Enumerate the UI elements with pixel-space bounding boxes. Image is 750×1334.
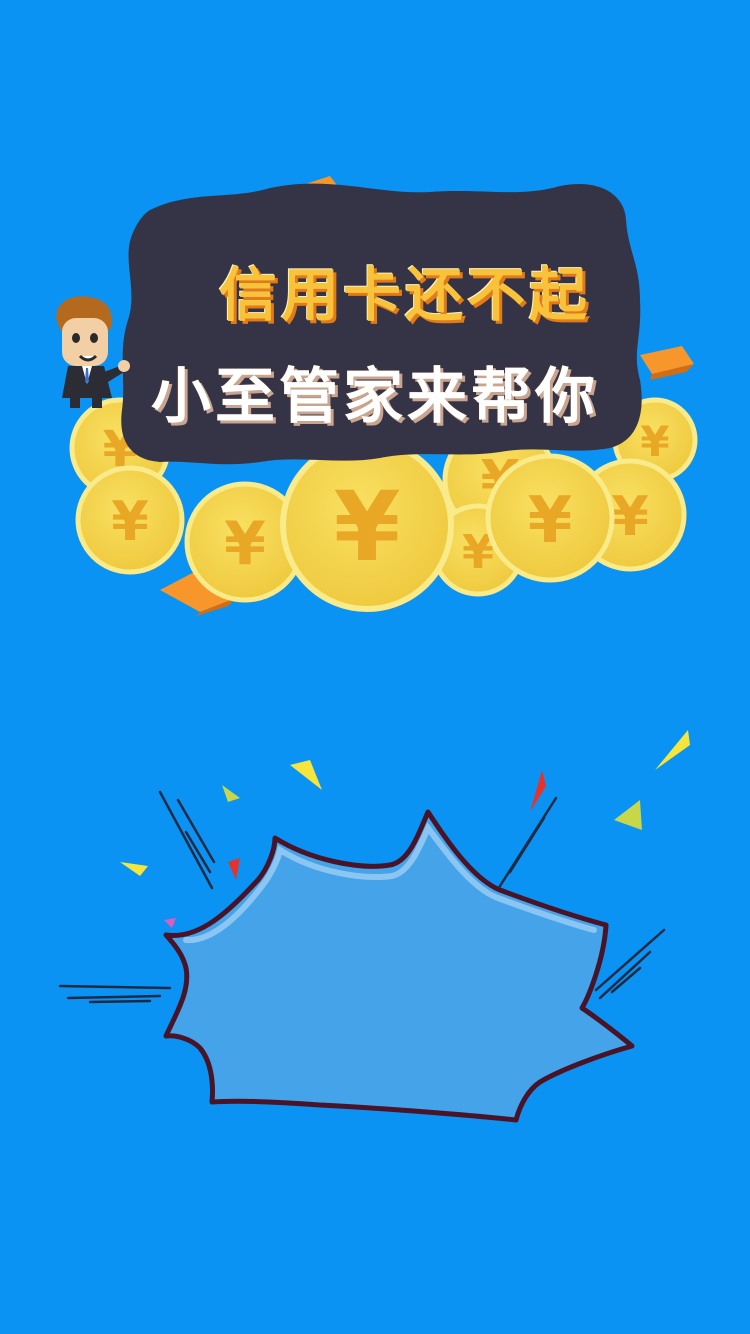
svg-text:¥: ¥ bbox=[611, 485, 649, 548]
banner-title-line1: 信用卡还不起 bbox=[218, 261, 591, 329]
svg-text:¥: ¥ bbox=[224, 509, 266, 579]
money-bill-icon bbox=[160, 570, 236, 616]
speed-lines bbox=[58, 790, 666, 1004]
svg-text:¥: ¥ bbox=[334, 471, 401, 583]
yen-coin-icon: ¥ bbox=[75, 465, 185, 575]
confetti bbox=[530, 770, 546, 812]
yen-coin-icon: ¥ bbox=[280, 438, 454, 612]
yen-coin-icon: ¥ bbox=[485, 453, 615, 583]
businessman-mascot-icon bbox=[56, 296, 130, 408]
title-banner bbox=[121, 183, 642, 465]
confetti bbox=[228, 858, 240, 880]
confetti bbox=[222, 785, 240, 802]
svg-text:¥: ¥ bbox=[528, 484, 573, 558]
svg-text:¥: ¥ bbox=[111, 490, 149, 553]
confetti bbox=[164, 918, 176, 928]
comic-burst-shape bbox=[163, 809, 635, 1123]
money-bill-icon bbox=[640, 346, 694, 380]
banner-title-line2: 小至管家来帮你 bbox=[151, 362, 599, 432]
confetti bbox=[290, 760, 322, 790]
confetti bbox=[655, 730, 690, 770]
comic-burst-highlight bbox=[183, 822, 597, 944]
coin-pile: ¥ ¥ ¥ ¥ ¥ ¥ ¥ ¥ bbox=[69, 397, 698, 612]
confetti bbox=[120, 862, 148, 876]
confetti bbox=[614, 800, 642, 830]
svg-text:¥: ¥ bbox=[640, 417, 669, 466]
